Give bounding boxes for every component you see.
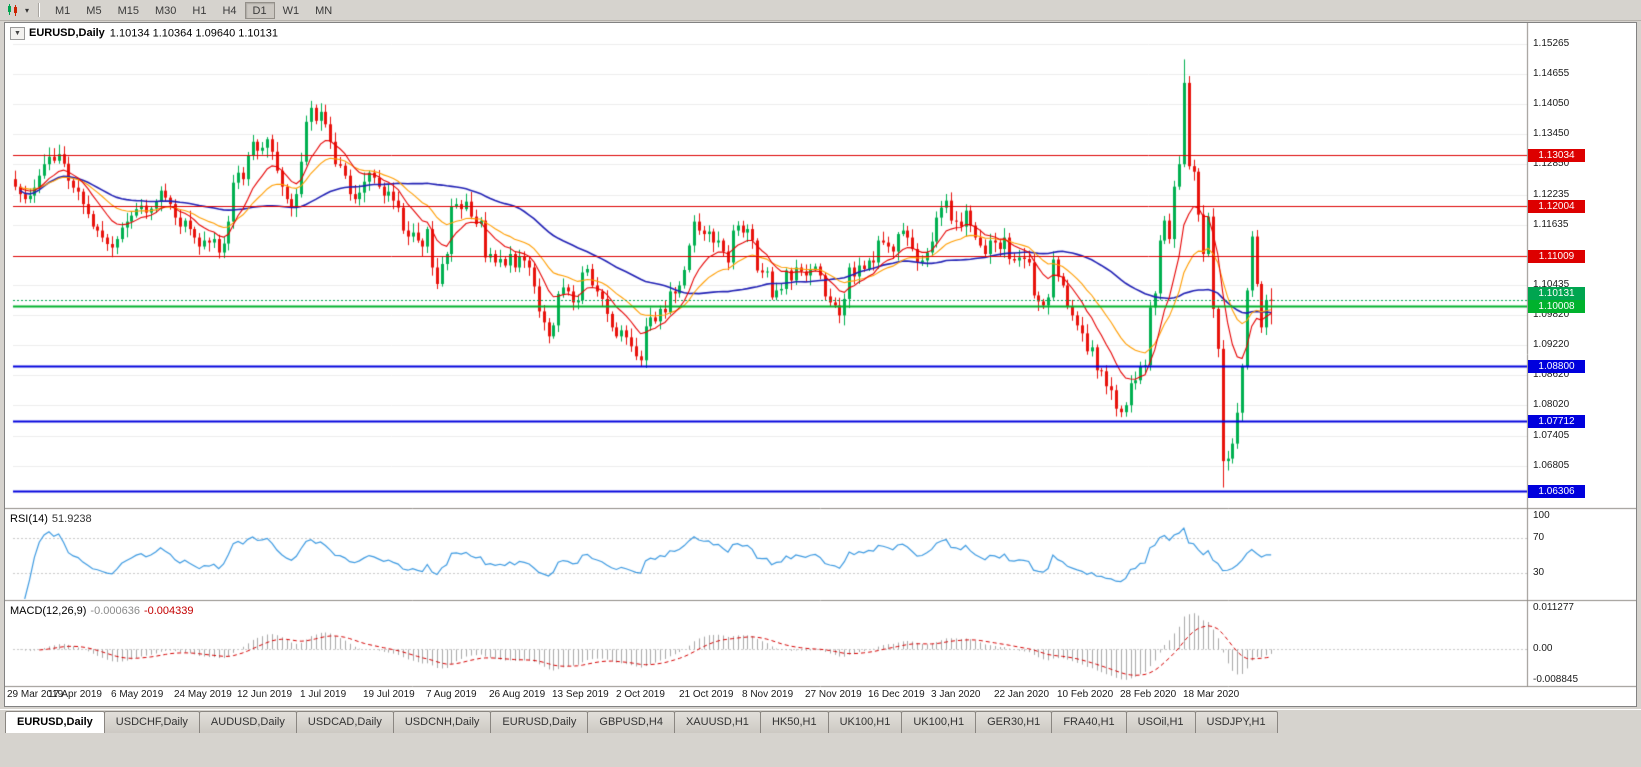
rsi-pane-title: RSI(14) 51.9238: [10, 513, 92, 525]
chart-tab-usdjpy-h1[interactable]: USDJPY,H1: [1194, 711, 1278, 733]
chart-tab-usdcad-daily[interactable]: USDCAD,Daily: [295, 711, 394, 733]
timeframe-button-group: M1 M5 M15 M30 H1 H4 D1 W1 MN: [47, 1, 340, 20]
chart-title: ▼ EURUSD,Daily 1.10134 1.10364 1.09640 1.1…: [10, 27, 278, 40]
chart-tab-hk50-h1[interactable]: HK50,H1: [759, 711, 829, 733]
chart-tab-usdchf-daily[interactable]: USDCHF,Daily: [103, 711, 200, 733]
top-toolbar: ▾ M1 M5 M15 M30 H1 H4 D1 W1 MN: [0, 0, 1641, 21]
chart-tab-gbpusd-h4[interactable]: GBPUSD,H4: [587, 711, 675, 733]
chart-window: ▼ EURUSD,Daily 1.10134 1.10364 1.09640 1.1…: [4, 22, 1637, 707]
chart-tab-usoil-h1[interactable]: USOil,H1: [1125, 711, 1196, 733]
timeframe-button-mn[interactable]: MN: [307, 2, 340, 19]
rsi-value: 51.9238: [51, 513, 92, 525]
macd-signal-value: -0.004339: [143, 605, 194, 617]
timeframe-button-w1[interactable]: W1: [275, 2, 308, 19]
symbol-dropdown-button[interactable]: ▼: [10, 27, 25, 40]
chart-tab-bar: EURUSD,Daily USDCHF,Daily AUDUSD,Daily USDC…: [0, 709, 1641, 733]
macd-main-value: -0.000636: [90, 605, 140, 617]
chart-tab-fra40-h1[interactable]: FRA40,H1: [1051, 711, 1127, 733]
macd-indicator-name: MACD(12,26,9): [10, 605, 87, 617]
chart-tab-eurusd-daily[interactable]: EURUSD,Daily: [490, 711, 589, 733]
chart-symbol-timeframe: EURUSD,Daily: [29, 27, 105, 40]
chart-tab-xauusd-h1[interactable]: XAUUSD,H1: [673, 711, 761, 733]
macd-pane-title: MACD(12,26,9) -0.000636 -0.004339: [10, 605, 194, 617]
price-chart-canvas[interactable]: [5, 23, 1636, 706]
chart-ohlc-values: 1.10134 1.10364 1.09640 1.10131: [109, 27, 279, 40]
chart-tab-usdcnh-daily[interactable]: USDCNH,Daily: [392, 711, 492, 733]
timeframe-button-h4[interactable]: H4: [214, 2, 244, 19]
chart-tab-audusd-daily[interactable]: AUDUSD,Daily: [198, 711, 297, 733]
timeframe-button-d1[interactable]: D1: [244, 2, 275, 20]
chevron-down-icon[interactable]: ▾: [25, 5, 30, 15]
chart-tab-uk100-h1[interactable]: UK100,H1: [827, 711, 903, 733]
toolbar-separator: [38, 3, 41, 17]
chart-tab-uk100-h1[interactable]: UK100,H1: [901, 711, 977, 733]
rsi-indicator-name: RSI(14): [10, 513, 48, 525]
timeframe-button-m1[interactable]: M1: [47, 2, 78, 19]
timeframe-button-m15[interactable]: M15: [110, 2, 147, 19]
chart-tab-eurusd-daily[interactable]: EURUSD,Daily: [5, 711, 105, 733]
timeframe-button-m5[interactable]: M5: [78, 2, 109, 19]
timeframe-button-m30[interactable]: M30: [147, 2, 184, 19]
chart-tab-ger30-h1[interactable]: GER30,H1: [975, 711, 1053, 733]
candlestick-chart-icon[interactable]: [4, 2, 23, 18]
timeframe-button-h1[interactable]: H1: [184, 2, 214, 19]
